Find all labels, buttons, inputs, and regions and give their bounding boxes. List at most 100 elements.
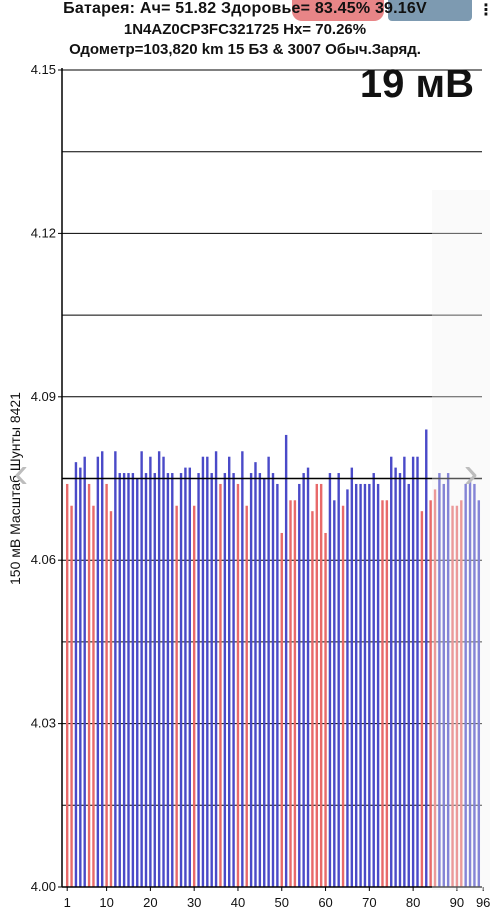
cell-bar (96, 456, 100, 887)
x-tick-label: 40 (231, 895, 245, 910)
cell-bar (263, 478, 266, 887)
cell-bar (118, 473, 121, 887)
chevron-left-icon[interactable]: ‹ (13, 448, 29, 497)
cell-bar (153, 473, 156, 887)
y-tick-label: 4.09 (31, 389, 56, 404)
cell-bar (188, 467, 192, 887)
cell-bar (149, 456, 152, 887)
cell-bar (451, 505, 454, 887)
y-axis-title: 150 мВ Масштаб Шунты 8421 (7, 392, 23, 585)
cell-bar (416, 456, 419, 887)
y-tick-label: 4.00 (31, 879, 56, 894)
cell-bar (214, 451, 218, 887)
cell-bar (122, 473, 126, 887)
cell-bar (302, 473, 305, 887)
cell-bar (324, 532, 327, 887)
odometer-charges-line: Одометр=103,820 km 15 БЗ & 3007 Обыч.Зар… (69, 41, 421, 58)
cell-bar (192, 505, 196, 887)
cell-bar (390, 456, 393, 887)
cell-bar (206, 456, 209, 887)
cell-bar (79, 467, 82, 887)
cell-bar (210, 473, 213, 887)
cell-bar (271, 473, 275, 887)
x-tick-label: 70 (362, 895, 376, 910)
cell-bar (223, 473, 227, 887)
status-pill-red (292, 0, 384, 21)
cell-bar (280, 532, 283, 887)
cell-bar (201, 456, 205, 887)
cell-bar (473, 483, 476, 887)
cell-bar (446, 473, 450, 887)
y-tick-label: 4.03 (31, 716, 56, 731)
cell-bar (70, 505, 73, 887)
cell-bar (114, 451, 117, 887)
cell-bar (87, 483, 91, 887)
cell-bar (311, 511, 314, 887)
cell-bar (136, 478, 139, 887)
cell-bar (319, 483, 323, 887)
voltage-delta-label: 19 мВ (359, 62, 474, 106)
x-tick-label: 50 (275, 895, 289, 910)
cell-bar (403, 456, 406, 887)
x-tick-label: 20 (143, 895, 157, 910)
cell-bar (284, 434, 288, 887)
cell-bar (429, 500, 432, 887)
cell-bar (83, 456, 86, 887)
x-tick-label: 1 (64, 895, 71, 910)
cell-bar (254, 462, 257, 887)
y-tick-label: 4.12 (31, 225, 56, 240)
cell-bar (420, 511, 424, 887)
cell-bar (105, 483, 108, 887)
cell-bar (293, 500, 297, 887)
cell-bar (131, 473, 135, 887)
cell-bar (477, 500, 481, 887)
cell-bar (276, 483, 279, 887)
cell-bar (157, 451, 161, 887)
cell-bar (228, 456, 231, 887)
cell-bar (425, 429, 428, 887)
cell-bar (166, 473, 170, 887)
x-tick-label: 30 (187, 895, 201, 910)
cell-bar (171, 473, 174, 887)
cell-bar (398, 473, 402, 887)
x-tick-label: 60 (318, 895, 332, 910)
chevron-right-icon[interactable]: › (463, 448, 479, 497)
cell-bar (184, 467, 187, 887)
cell-bar (359, 483, 362, 887)
overflow-menu-icon[interactable]: ⋮ (478, 2, 490, 19)
cell-bar (306, 467, 310, 887)
cell-bar (92, 505, 95, 887)
status-pill-blue (388, 0, 472, 21)
y-tick-label: 4.06 (31, 552, 56, 567)
x-tick-label: 80 (406, 895, 420, 910)
cell-bar (411, 456, 415, 887)
x-tick-label: 96 (476, 895, 490, 910)
cell-bar (442, 483, 445, 887)
vin-hx-line: 1N4AZ0CP3FC321725 Hx= 70.26% (123, 21, 367, 38)
cell-bar (333, 500, 336, 887)
cell-bar (460, 500, 463, 887)
battery-summary-line: Батарея: Ач= 51.82 Здоровье= 83.45% 39.1… (63, 0, 427, 17)
cell-bar (341, 505, 345, 887)
cell-bar (354, 483, 358, 887)
cell-bar (162, 456, 165, 887)
cell-bar (65, 483, 69, 887)
cell-bar (468, 478, 472, 887)
x-tick-label: 90 (450, 895, 464, 910)
cell-bar (363, 483, 367, 887)
cell-bar (315, 483, 318, 887)
cell-bar (385, 500, 389, 887)
cell-bar (144, 473, 148, 887)
cell-bar (267, 456, 270, 887)
cell-bar (381, 500, 384, 887)
cell-bar (376, 483, 380, 887)
cell-bar (368, 483, 371, 887)
cell-bar (289, 500, 292, 887)
cell-bar (394, 467, 397, 887)
x-tick-label: 10 (99, 895, 113, 910)
cell-bar (236, 483, 240, 887)
cell-bar (219, 483, 222, 887)
cell-bar (372, 473, 375, 887)
cell-bar (328, 473, 332, 887)
